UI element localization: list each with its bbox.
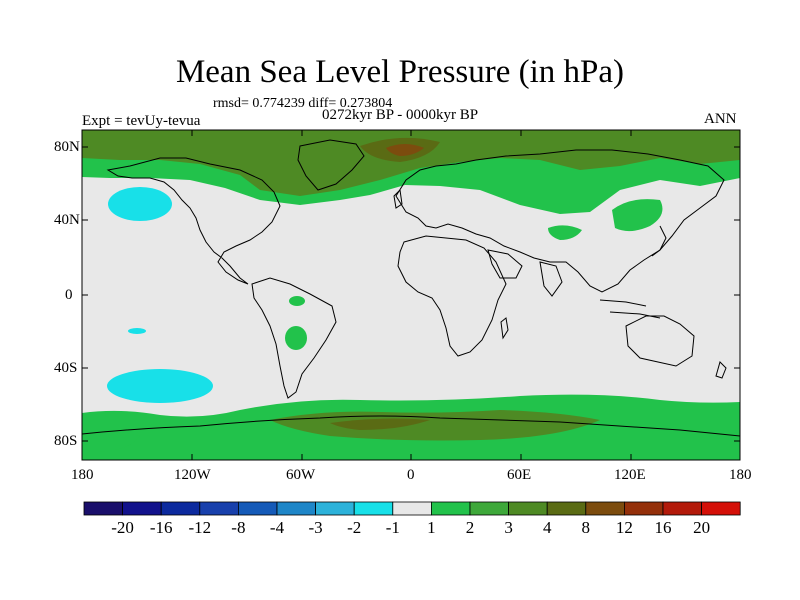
lat-label: 80N	[54, 139, 80, 155]
spacific-anomaly-cyan	[107, 369, 213, 403]
season-text: ANN	[704, 111, 737, 127]
samerica-anomaly-2	[285, 326, 307, 350]
colorbar-label: 2	[465, 518, 475, 537]
spacific-anomaly-cyan-small	[128, 328, 146, 334]
tibet-anomaly-green	[548, 225, 582, 240]
colorbar-box	[83, 501, 123, 516]
colorbar-box	[122, 501, 162, 516]
chart-title: Mean Sea Level Pressure (in hPa)	[175, 54, 625, 90]
coastlines	[81, 139, 741, 437]
arctic-anomaly-dark	[386, 144, 424, 156]
colorbar	[83, 501, 741, 516]
colorbar-label: -8	[231, 518, 246, 537]
colorbar-box	[546, 501, 587, 516]
lon-label: 60W	[286, 467, 316, 483]
colorbar-box	[508, 501, 548, 516]
colorbar-label: 12	[615, 518, 633, 537]
colorbar-label: -1	[385, 518, 400, 537]
colorbar-label: -20	[111, 518, 134, 537]
colorbar-box	[237, 501, 278, 516]
lat-label: 40N	[54, 212, 80, 228]
lon-label: 60E	[507, 467, 532, 483]
colorbar-box	[662, 501, 702, 516]
colorbar-box	[469, 501, 509, 516]
lon-label: 180	[71, 467, 94, 483]
npacific-anomaly-cyan	[108, 187, 172, 221]
samerica-anomaly-1	[289, 296, 305, 306]
colorbar-label: -12	[188, 518, 212, 537]
lon-label: 120E	[614, 467, 646, 483]
colorbar-box	[585, 501, 625, 516]
expt-text: Expt = tevUy-tevua	[82, 113, 201, 129]
axis-ticks	[82, 130, 740, 460]
colorbar-label: -3	[308, 518, 323, 537]
colorbar-box	[430, 501, 471, 516]
colorbar-label: -2	[347, 518, 362, 537]
arctic-anomaly-olive	[82, 130, 740, 196]
lat-label: 40S	[54, 360, 78, 376]
lon-label: 120W	[174, 467, 211, 483]
colorbar-box	[701, 501, 741, 516]
colorbar-box	[624, 501, 664, 516]
colorbar-box	[160, 501, 201, 516]
lon-label: 0	[407, 467, 415, 483]
colorbar-label: -4	[269, 518, 285, 537]
stats-text: rmsd= 0.774239 diff= 0.273804	[213, 96, 393, 111]
colorbar-label: 16	[654, 518, 672, 537]
colorbar-label: -16	[149, 518, 173, 537]
lat-label: 80S	[54, 433, 78, 449]
antarctic-anomaly-brown	[330, 418, 430, 430]
colorbar-box	[353, 501, 394, 516]
colorbar-box	[392, 501, 432, 516]
colorbar-label: 3	[504, 518, 513, 537]
colorbar-label: 1	[427, 518, 436, 537]
lon-label: 180	[729, 467, 752, 483]
antarctic-anomaly-green-lower	[82, 430, 140, 452]
period-text: 0272kyr BP - 0000kyr BP	[322, 107, 479, 123]
colorbar-label: 4	[542, 518, 552, 537]
antarctic-anomaly-olive	[270, 410, 600, 441]
asia-anomaly-green	[612, 199, 663, 232]
lat-label: 0	[65, 287, 73, 303]
colorbar-box	[315, 501, 355, 516]
colorbar-box	[276, 501, 316, 516]
colorbar-label: 20	[693, 518, 711, 537]
colorbar-label: 8	[581, 518, 591, 537]
colorbar-box	[199, 501, 239, 516]
